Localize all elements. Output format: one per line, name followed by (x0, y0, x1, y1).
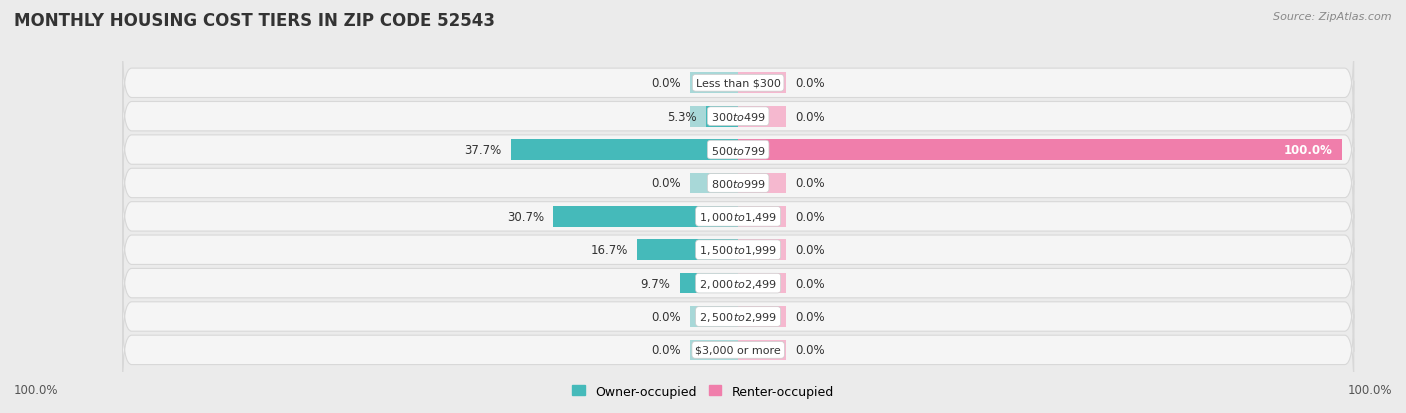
Text: 100.0%: 100.0% (14, 384, 59, 396)
Text: 0.0%: 0.0% (651, 310, 681, 323)
Text: 37.7%: 37.7% (464, 144, 502, 157)
FancyBboxPatch shape (122, 248, 1354, 319)
Bar (738, 107, 786, 127)
Bar (690, 273, 738, 294)
Text: $1,500 to $1,999: $1,500 to $1,999 (699, 244, 778, 256)
Text: 30.7%: 30.7% (506, 210, 544, 223)
Bar (690, 107, 738, 127)
FancyBboxPatch shape (122, 315, 1354, 385)
Bar (738, 240, 786, 261)
Bar (738, 273, 786, 294)
Text: 100.0%: 100.0% (1347, 384, 1392, 396)
Text: 0.0%: 0.0% (796, 344, 825, 356)
Text: $800 to $999: $800 to $999 (710, 178, 766, 190)
FancyBboxPatch shape (122, 48, 1354, 119)
Legend: Owner-occupied, Renter-occupied: Owner-occupied, Renter-occupied (568, 380, 838, 403)
Text: 9.7%: 9.7% (641, 277, 671, 290)
Bar (679, 273, 738, 294)
Text: Source: ZipAtlas.com: Source: ZipAtlas.com (1274, 12, 1392, 22)
Text: $2,000 to $2,499: $2,000 to $2,499 (699, 277, 778, 290)
FancyBboxPatch shape (122, 281, 1354, 352)
Text: $1,000 to $1,499: $1,000 to $1,499 (699, 210, 778, 223)
Bar (690, 240, 738, 261)
Text: 0.0%: 0.0% (651, 77, 681, 90)
Bar (738, 173, 786, 194)
Text: $300 to $499: $300 to $499 (710, 111, 766, 123)
FancyBboxPatch shape (122, 115, 1354, 185)
Bar (706, 107, 738, 127)
Bar (738, 140, 1341, 161)
Bar (738, 206, 786, 227)
Text: 0.0%: 0.0% (796, 277, 825, 290)
Text: $2,500 to $2,999: $2,500 to $2,999 (699, 310, 778, 323)
Bar (738, 73, 786, 94)
Text: 0.0%: 0.0% (796, 77, 825, 90)
Text: 0.0%: 0.0% (796, 310, 825, 323)
Bar (690, 340, 738, 361)
Bar (738, 140, 786, 161)
Bar (637, 240, 738, 261)
Text: 100.0%: 100.0% (1284, 144, 1333, 157)
FancyBboxPatch shape (122, 82, 1354, 152)
Text: 0.0%: 0.0% (651, 344, 681, 356)
Text: $3,000 or more: $3,000 or more (696, 345, 780, 355)
Bar (690, 140, 738, 161)
Text: 5.3%: 5.3% (668, 110, 697, 123)
FancyBboxPatch shape (122, 215, 1354, 285)
Text: 0.0%: 0.0% (796, 210, 825, 223)
Bar (738, 306, 786, 327)
Bar (690, 206, 738, 227)
FancyBboxPatch shape (122, 182, 1354, 252)
FancyBboxPatch shape (122, 148, 1354, 219)
Bar (510, 140, 738, 161)
Text: 0.0%: 0.0% (796, 177, 825, 190)
Bar (690, 73, 738, 94)
Text: 0.0%: 0.0% (651, 177, 681, 190)
Bar (553, 206, 738, 227)
Bar (690, 306, 738, 327)
Text: Less than $300: Less than $300 (696, 78, 780, 88)
Text: $500 to $799: $500 to $799 (710, 144, 766, 156)
Bar (690, 173, 738, 194)
Text: 0.0%: 0.0% (796, 110, 825, 123)
Bar (738, 340, 786, 361)
Text: 16.7%: 16.7% (591, 244, 628, 256)
Text: 0.0%: 0.0% (796, 244, 825, 256)
Text: MONTHLY HOUSING COST TIERS IN ZIP CODE 52543: MONTHLY HOUSING COST TIERS IN ZIP CODE 5… (14, 12, 495, 30)
